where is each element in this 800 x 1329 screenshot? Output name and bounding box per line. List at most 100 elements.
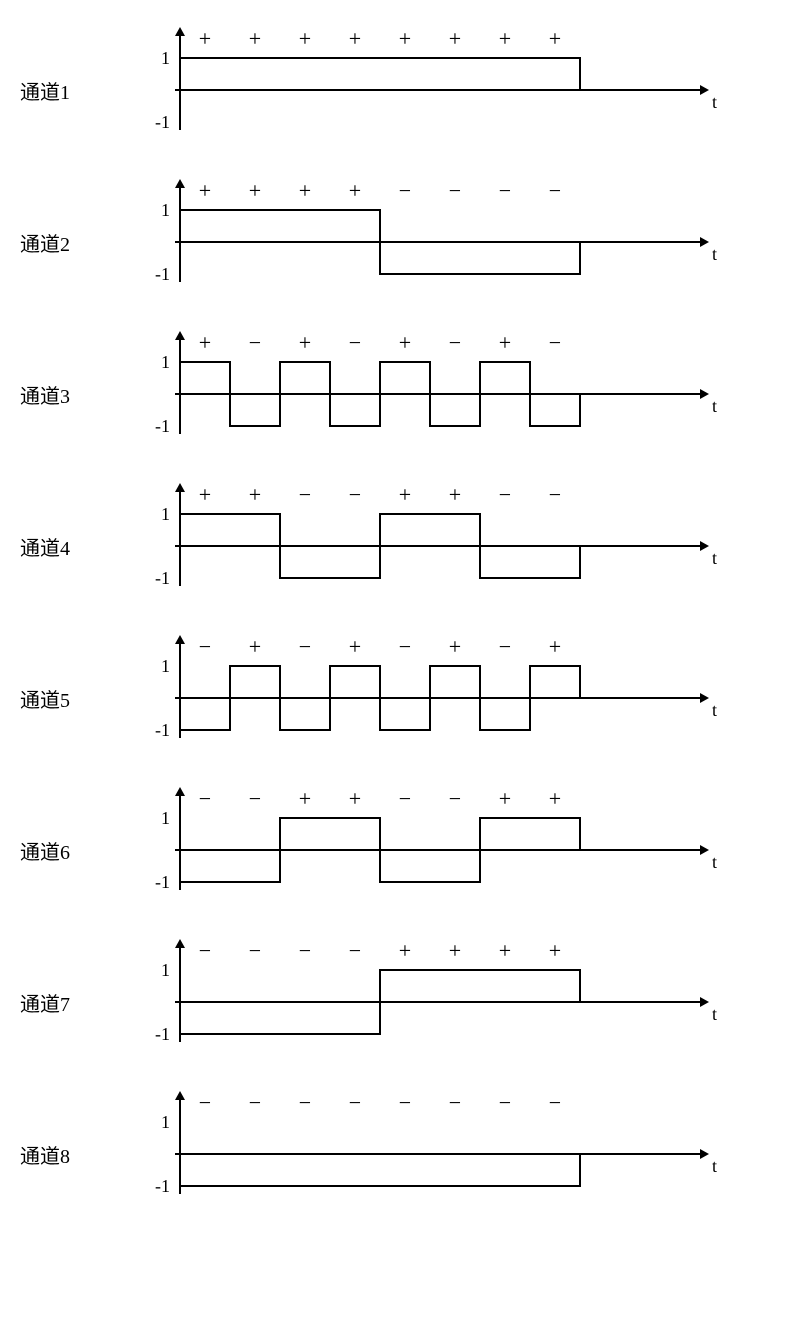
sign-symbol: − [299,938,311,963]
y-tick-high: 1 [161,960,170,980]
y-axis-arrow [175,27,185,36]
sign-symbol: + [499,330,511,355]
sign-symbol: − [549,482,561,507]
sign-symbol: − [399,786,411,811]
t-label: t [712,244,717,264]
sign-symbol: + [249,634,261,659]
sign-symbol: − [349,330,361,355]
sign-symbol: + [349,178,361,203]
sign-symbol: − [349,1090,361,1115]
sign-symbol: + [349,634,361,659]
sign-symbol: + [349,786,361,811]
channel-plot: t1-1++−−++−− [120,476,760,616]
y-tick-high: 1 [161,808,170,828]
t-label: t [712,700,717,720]
sign-symbol: + [449,482,461,507]
sign-symbol: − [499,178,511,203]
t-label: t [712,1004,717,1024]
y-tick-low: -1 [155,416,170,436]
x-axis-arrow [700,237,709,247]
channel-plot: t1-1+−+−+−+− [120,324,760,464]
sign-symbol: + [499,938,511,963]
sign-symbol: − [449,1090,461,1115]
y-tick-low: -1 [155,568,170,588]
sign-symbol: + [199,178,211,203]
sign-symbol: + [249,178,261,203]
sign-symbol: + [399,26,411,51]
sign-symbol: − [499,1090,511,1115]
y-tick-high: 1 [161,1112,170,1132]
sign-symbol: − [299,634,311,659]
y-tick-high: 1 [161,656,170,676]
channel-plot: t1-1−−−−−−−− [120,1084,760,1224]
sign-symbol: + [499,26,511,51]
sign-symbol: + [249,482,261,507]
channel-6: 通道6t1-1−−++−−++ [20,780,780,920]
channel-8: 通道8t1-1−−−−−−−− [20,1084,780,1224]
channel-label: 通道7 [20,988,120,1017]
channel-7: 通道7t1-1−−−−++++ [20,932,780,1072]
t-label: t [712,1156,717,1176]
x-axis-arrow [700,845,709,855]
y-tick-low: -1 [155,1024,170,1044]
sign-symbol: + [499,786,511,811]
waveform [180,58,580,90]
y-tick-low: -1 [155,1176,170,1196]
x-axis-arrow [700,693,709,703]
sign-symbol: − [199,786,211,811]
t-label: t [712,548,717,568]
channel-label: 通道8 [20,1140,120,1169]
sign-symbol: + [449,938,461,963]
sign-symbol: + [299,786,311,811]
x-axis-arrow [700,85,709,95]
sign-symbol: + [299,26,311,51]
channel-label: 通道3 [20,380,120,409]
sign-symbol: + [199,482,211,507]
sign-symbol: + [199,330,211,355]
y-axis-arrow [175,179,185,188]
sign-symbol: − [499,482,511,507]
y-axis-arrow [175,483,185,492]
sign-symbol: + [299,178,311,203]
waveform [180,1154,580,1186]
sign-symbol: − [449,786,461,811]
y-axis-arrow [175,939,185,948]
sign-symbol: + [399,938,411,963]
sign-symbol: − [249,1090,261,1115]
sign-symbol: − [399,178,411,203]
sign-symbol: − [549,178,561,203]
sign-symbol: + [399,482,411,507]
y-axis-arrow [175,635,185,644]
sign-symbol: − [349,482,361,507]
sign-symbol: − [299,1090,311,1115]
x-axis-arrow [700,389,709,399]
sign-symbol: − [399,1090,411,1115]
sign-symbol: − [249,786,261,811]
sign-symbol: − [199,938,211,963]
t-label: t [712,92,717,112]
x-axis-arrow [700,1149,709,1159]
channel-plot: t1-1−−++−−++ [120,780,760,920]
y-tick-high: 1 [161,352,170,372]
sign-symbol: + [399,330,411,355]
sign-symbol: + [549,26,561,51]
sign-symbol: − [549,330,561,355]
channel-plot: t1-1−+−+−+−+ [120,628,760,768]
y-axis-arrow [175,331,185,340]
channel-4: 通道4t1-1++−−++−− [20,476,780,616]
y-tick-high: 1 [161,504,170,524]
channel-label: 通道1 [20,76,120,105]
channel-label: 通道2 [20,228,120,257]
sign-symbol: + [199,26,211,51]
channel-plot: t1-1−−−−++++ [120,932,760,1072]
sign-symbol: − [549,1090,561,1115]
y-axis-arrow [175,1091,185,1100]
channel-2: 通道2t1-1++++−−−− [20,172,780,312]
y-axis-arrow [175,787,185,796]
sign-symbol: − [199,634,211,659]
y-tick-low: -1 [155,264,170,284]
sign-symbol: + [349,26,361,51]
channel-plot: t1-1++++++++ [120,20,760,160]
channel-1: 通道1t1-1++++++++ [20,20,780,160]
sign-symbol: − [349,938,361,963]
